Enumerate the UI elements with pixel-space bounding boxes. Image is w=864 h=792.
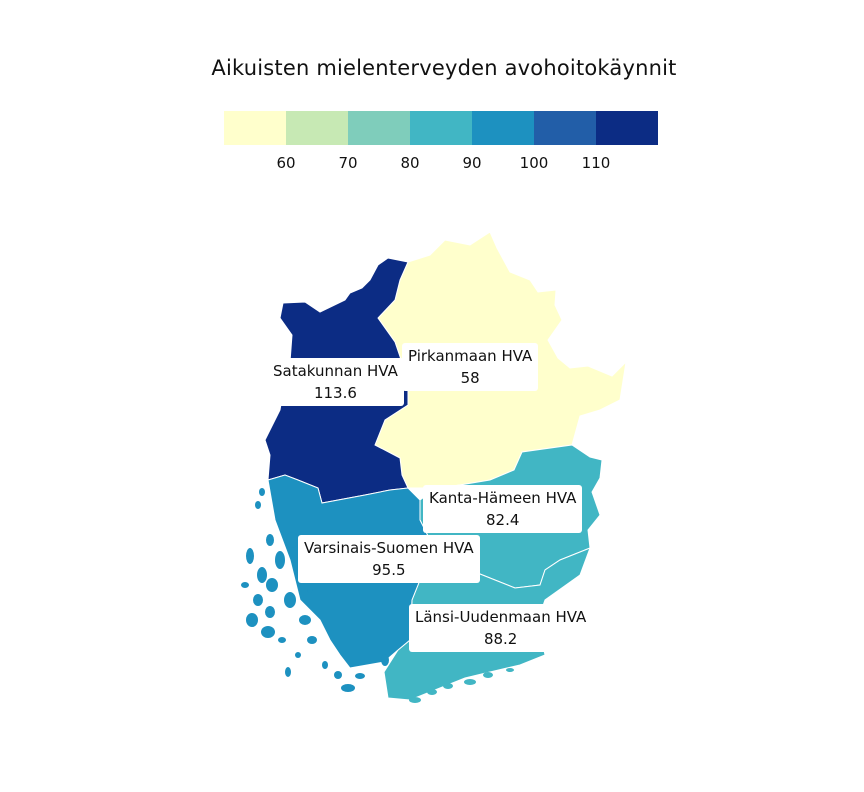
legend-swatch-4 xyxy=(410,111,472,145)
legend-tick-label: 70 xyxy=(338,154,358,172)
region-value: 113.6 xyxy=(313,384,357,402)
region-label-lansi-uusimaa: Länsi-Uudenmaan HVA 88.2 xyxy=(409,604,593,652)
region-value: 95.5 xyxy=(372,561,406,579)
legend-swatch-3 xyxy=(348,111,410,145)
legend-tick-label: 60 xyxy=(276,154,296,172)
legend-swatch-5 xyxy=(472,111,534,145)
legend-swatch-7 xyxy=(596,111,658,145)
legend-tick-label: 90 xyxy=(462,154,482,172)
legend-tick-label: 110 xyxy=(581,154,611,172)
coastal-islands xyxy=(409,668,514,703)
region-value: 88.2 xyxy=(483,630,518,648)
region-name: Varsinais-Suomen HVA xyxy=(304,539,474,557)
legend-tick-label: 100 xyxy=(519,154,549,172)
region-label-pirkanmaa: Pirkanmaan HVA 58 xyxy=(402,343,539,391)
region-value: 58 xyxy=(460,369,480,387)
legend-swatch-2 xyxy=(286,111,348,145)
region-label-varsinais-suomi: Varsinais-Suomen HVA 95.5 xyxy=(298,535,480,583)
region-label-kanta-hame: Kanta-Hämeen HVA 82.4 xyxy=(423,485,583,533)
color-legend: 60 70 80 90 100 110 xyxy=(224,111,658,172)
region-label-satakunta: Satakunnan HVA 113.6 xyxy=(267,358,404,406)
map-title: Aikuisten mielenterveyden avohoitokäynni… xyxy=(211,56,677,80)
region-name: Pirkanmaan HVA xyxy=(408,347,533,365)
region-name: Kanta-Hämeen HVA xyxy=(429,489,577,507)
legend-swatch-6 xyxy=(534,111,596,145)
region-name: Länsi-Uudenmaan HVA xyxy=(415,608,587,626)
region-name: Satakunnan HVA xyxy=(273,362,398,380)
region-value: 82.4 xyxy=(486,511,520,529)
legend-tick-label: 80 xyxy=(400,154,420,172)
legend-swatch-1 xyxy=(224,111,286,145)
